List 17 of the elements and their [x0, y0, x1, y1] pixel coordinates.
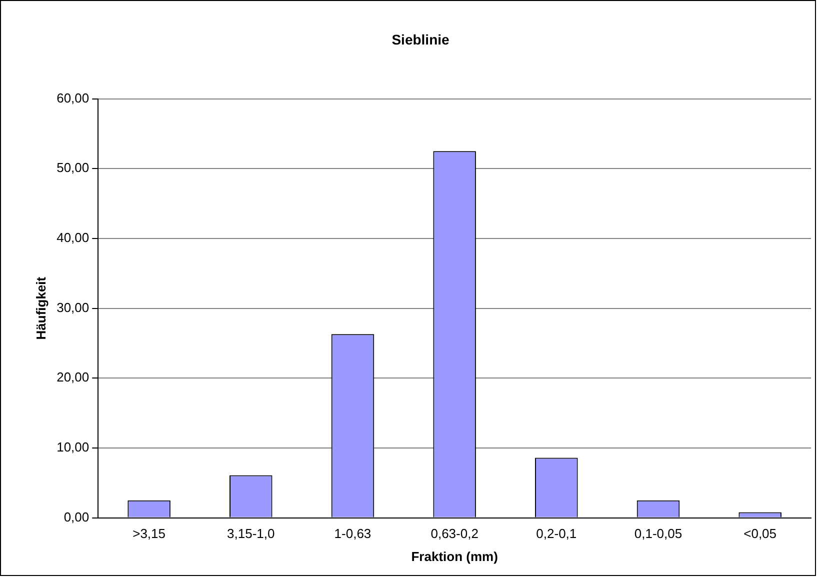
y-tick-label: 0,00: [64, 509, 90, 524]
y-tick-label: 20,00: [56, 370, 90, 385]
y-tick-label: 10,00: [56, 440, 90, 455]
x-tick-label: 0,2-0,1: [536, 526, 577, 542]
x-tick-label: 0,1-0,05: [634, 526, 682, 542]
x-tick-label: <0,05: [744, 526, 777, 542]
y-axis-title: Häufigkeit: [33, 276, 48, 340]
x-tick-label: 3,15-1,0: [227, 526, 275, 542]
x-axis-title: Fraktion (mm): [411, 548, 498, 564]
y-tick-label: 50,00: [56, 160, 90, 176]
y-tick-label: 40,00: [56, 230, 90, 246]
x-tick-label: >3,15: [132, 526, 166, 542]
x-tick-label: 0,63-0,2: [430, 526, 478, 542]
y-tick-label: 60,00: [56, 90, 90, 106]
chart-title: Sieblinie: [392, 31, 450, 48]
x-tick-label: 1-0,63: [334, 526, 372, 542]
y-tick-label: 30,00: [56, 300, 90, 315]
